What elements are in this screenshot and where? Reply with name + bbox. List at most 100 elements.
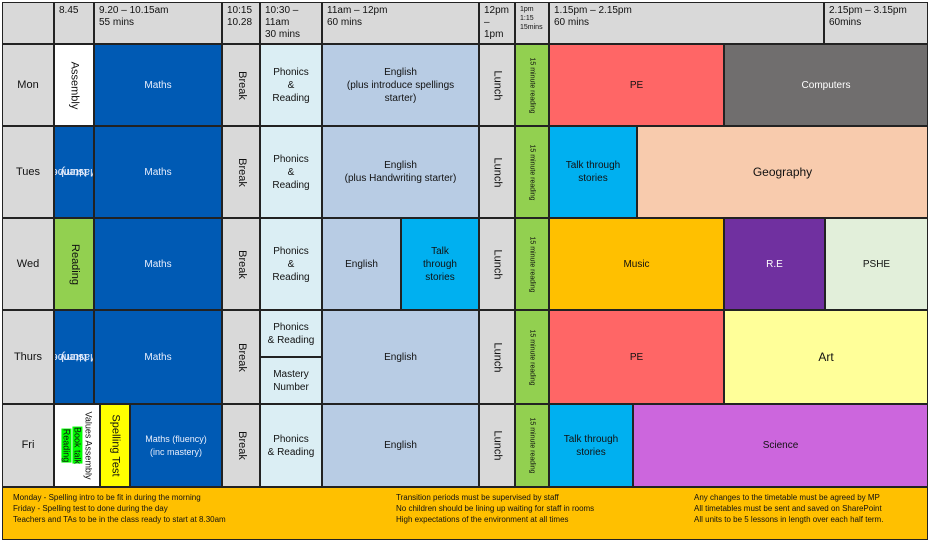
- fri-spelling-test-label: Spelling Test: [109, 414, 122, 477]
- tue-mastery-line-2: Number: [55, 166, 88, 178]
- header-period-6: 2.15pm – 3.15pm 60mins: [824, 2, 928, 44]
- tue-lunch-label: Lunch: [491, 157, 504, 187]
- fri-spelling-test: Spelling Test: [100, 404, 130, 487]
- thu-phonics-line-2: & Reading: [267, 334, 315, 346]
- fri-values-assembly: Values Assembly Book talk Reading: [54, 404, 100, 487]
- tue-reading-label: 15 minute reading: [528, 143, 536, 201]
- mon-break-label: Break: [235, 70, 248, 100]
- thu-break: Break: [222, 310, 260, 404]
- fri-maths-line-1: Maths (fluency): [145, 433, 207, 444]
- thu-mastery-line-2: Number: [55, 351, 88, 363]
- mon-lunch: Lunch: [479, 44, 515, 126]
- fri-science: Science: [633, 404, 928, 487]
- tue-english: English (plus Handwriting starter): [322, 126, 479, 218]
- header-period-3-start: 10:30 –: [265, 5, 299, 16]
- thu-phonics-line-1: Phonics: [273, 321, 309, 333]
- mon-assembly-label: Assembly: [68, 61, 81, 109]
- note-spelling-test: Friday - Spelling test to done during th…: [13, 504, 168, 513]
- note-environment: High expectations of the environment at …: [396, 515, 569, 524]
- thu-lunch: Lunch: [479, 310, 515, 404]
- notes-panel: Monday - Spelling intro to be fit in dur…: [2, 487, 928, 540]
- mon-phonics-reading: Phonics & Reading: [260, 44, 322, 126]
- wed-stories-line-1: Talk: [431, 245, 449, 257]
- tue-english-line-1: English: [384, 160, 417, 171]
- wed-phonics-line-3: Reading: [272, 271, 310, 283]
- tue-break: Break: [222, 126, 260, 218]
- fri-break: Break: [222, 404, 260, 487]
- header-period-6-time: 2.15pm – 3.15pm: [829, 5, 907, 16]
- header-period-5-time: 1.15pm – 2.15pm: [554, 5, 632, 16]
- day-friday: Fri: [2, 404, 54, 487]
- wed-phonics-reading: Phonics & Reading: [260, 218, 322, 310]
- thu-lunch-label: Lunch: [491, 342, 504, 372]
- tue-phonics-line-3: Reading: [272, 179, 310, 191]
- wed-english: English: [322, 218, 401, 310]
- tue-stories-line-1: Talk through: [565, 160, 621, 171]
- fri-maths-line-2: (inc mastery): [149, 446, 202, 457]
- mon-computers: Computers: [724, 44, 928, 126]
- fri-15-minute-reading: 15 minute reading: [515, 404, 549, 487]
- fri-phonics-line-2: & Reading: [267, 446, 315, 458]
- note-sharepoint: All timetables must be sent and saved on…: [694, 504, 882, 513]
- header-period-1: 9.20 – 10.15am 55 mins: [94, 2, 222, 44]
- tue-lunch: Lunch: [479, 126, 515, 218]
- mon-break: Break: [222, 44, 260, 126]
- wed-reading-label: Reading: [68, 243, 81, 285]
- wed-15-minute-reading: 15 minute reading: [515, 218, 549, 310]
- notes-column-3: Any changes to the timetable must be agr…: [694, 492, 883, 525]
- tue-15-minute-reading: 15 minute reading: [515, 126, 549, 218]
- note-transition: Transition periods must be supervised by…: [396, 493, 559, 502]
- day-monday: Mon: [2, 44, 54, 126]
- tue-phonics-line-2: &: [287, 166, 295, 178]
- thu-mastery-late-line-2: Number: [273, 381, 309, 393]
- day-wednesday: Wed: [2, 218, 54, 310]
- day-thursday: Thurs: [2, 310, 54, 404]
- wed-re: R.E: [724, 218, 825, 310]
- header-start-label: 8.45: [59, 5, 79, 16]
- header-period-1-duration: 55 mins: [99, 17, 135, 28]
- header-period-4-duration: 60 mins: [327, 17, 363, 28]
- header-start-time: 8.45: [54, 2, 94, 44]
- mon-english: English (plus introduce spellings starter): [322, 44, 479, 126]
- thu-15-minute-reading: 15 minute reading: [515, 310, 549, 404]
- header-lunch: 12pm – 1pm: [479, 2, 515, 44]
- mon-english-line-2: (plus introduce spellings: [346, 79, 455, 91]
- wed-lunch-label: Lunch: [491, 249, 504, 279]
- wed-stories-line-3: stories: [425, 271, 455, 283]
- fri-talk-through-stories: Talk through stories: [549, 404, 633, 487]
- fri-english: English: [322, 404, 479, 487]
- mon-phonics-line-1: Phonics: [273, 66, 309, 78]
- tue-phonics-line-1: Phonics: [273, 153, 309, 165]
- header-reading-start: 1pm: [520, 6, 534, 13]
- header-period-3-duration: 30 mins: [265, 29, 301, 40]
- mon-assembly: Assembly: [54, 44, 94, 126]
- note-lining-up: No children should be lining up waiting …: [396, 504, 595, 513]
- header-period-1-time: 9.20 – 10.15am: [99, 5, 169, 16]
- wed-music: Music: [549, 218, 724, 310]
- wed-phonics-line-1: Phonics: [273, 245, 309, 257]
- thu-english: English: [322, 310, 479, 404]
- mon-reading-label: 15 minute reading: [528, 56, 536, 114]
- tue-english-line-2: (plus Handwriting starter): [344, 173, 457, 184]
- wed-maths: Maths: [94, 218, 222, 310]
- mon-15-minute-reading: 15 minute reading: [515, 44, 549, 126]
- wed-lunch: Lunch: [479, 218, 515, 310]
- mon-phonics-line-3: Reading: [272, 92, 310, 104]
- tue-stories-line-2: stories: [578, 173, 608, 184]
- header-break-start: 10:15: [227, 5, 253, 16]
- mon-maths: Maths: [94, 44, 222, 126]
- thu-phonics-reading: Phonics & Reading: [260, 310, 322, 357]
- header-reading-duration: 15mins: [520, 24, 543, 31]
- header-corner: [2, 2, 54, 44]
- thu-mastery-late-line-1: Mastery: [273, 368, 309, 380]
- header-lunch-start: 12pm: [484, 5, 510, 16]
- mon-english-line-1: English: [384, 66, 417, 78]
- notes-column-1: Monday - Spelling intro to be fit in dur…: [13, 492, 226, 525]
- header-period-5-duration: 60 mins: [554, 17, 590, 28]
- thu-art: Art: [724, 310, 928, 404]
- tue-talk-through-stories: Talk through stories: [549, 126, 637, 218]
- notes-column-2: Transition periods must be supervised by…: [396, 492, 594, 525]
- note-units: All units to be 5 lessons in length over…: [694, 515, 884, 524]
